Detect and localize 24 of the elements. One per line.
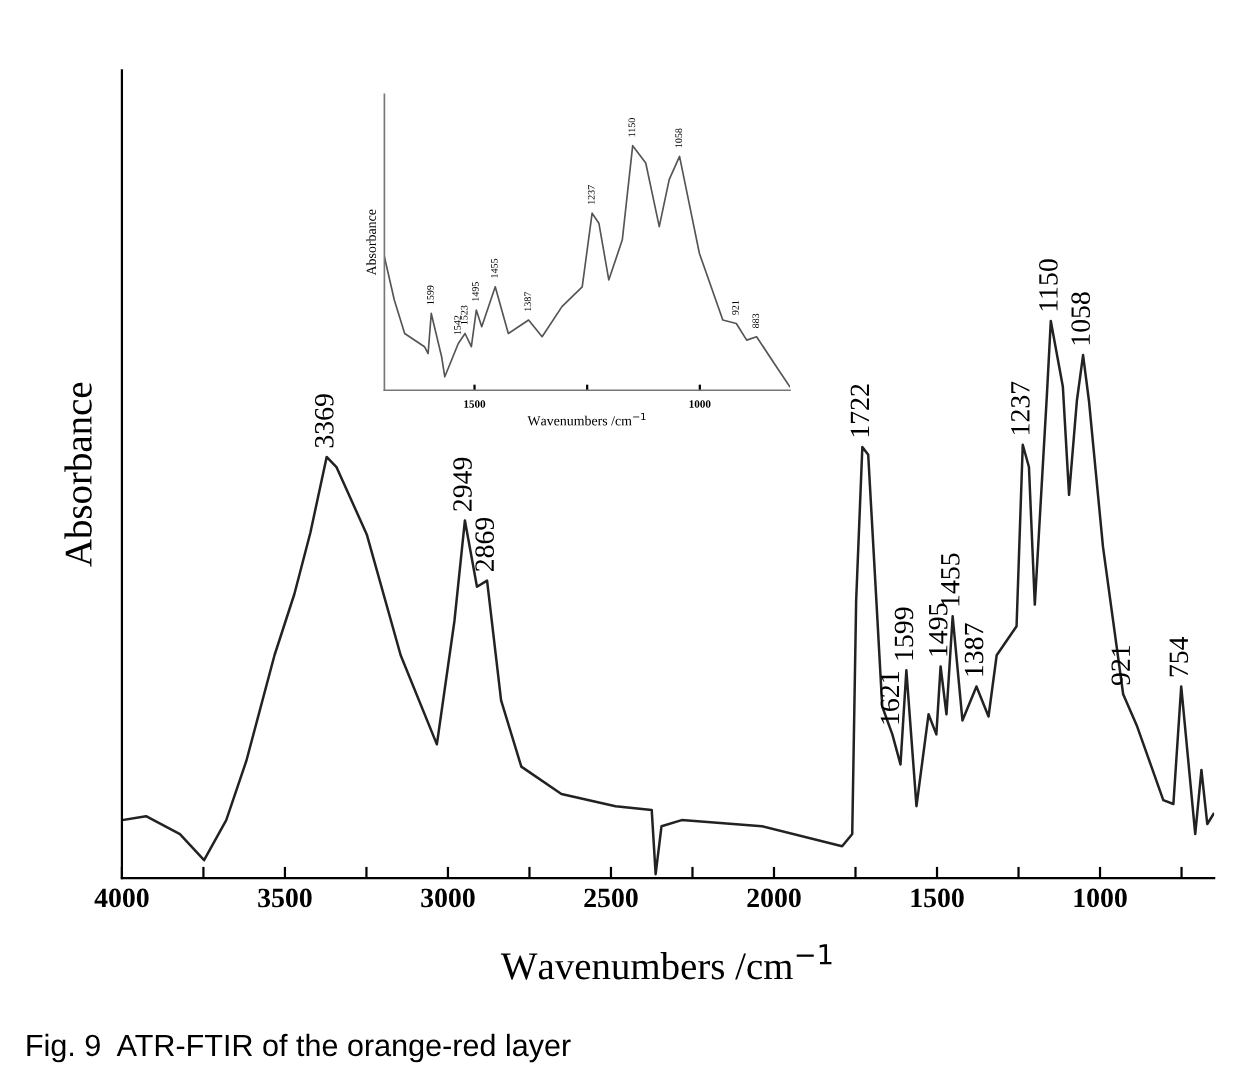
x-tick-label: 2500 xyxy=(584,888,638,908)
annotation: 3369 xyxy=(314,394,334,448)
annotation: 1495 xyxy=(928,603,948,656)
caption: Fig. 9 ATR-FTIR of the orange-red layer xyxy=(27,1033,571,1063)
x-tick-label: 1000 xyxy=(1074,888,1127,908)
annotation: 1237 xyxy=(1011,381,1030,434)
annotation: 1058 xyxy=(1071,292,1091,345)
annotation: 1150 xyxy=(1039,259,1058,311)
annotation: 2869 xyxy=(475,517,495,572)
annotation: 1621 xyxy=(880,672,900,724)
y-axis-title: Absorbance xyxy=(64,382,92,567)
x-tick-label: 3500 xyxy=(258,888,312,908)
annotation: 1387 xyxy=(964,623,984,676)
annotation: 1722 xyxy=(850,384,870,437)
x-tick-label: 1500 xyxy=(911,888,964,908)
x-tick-label: 2000 xyxy=(747,888,801,908)
annotation: 754 xyxy=(1169,636,1189,677)
x-tick-label: 3000 xyxy=(421,888,475,908)
annotation: 2949 xyxy=(453,457,472,511)
x-axis-title: Wavenumbers /cm$^{−1}$ xyxy=(500,944,832,980)
x-tick-label: 4000 xyxy=(94,888,149,908)
annotation: 1599 xyxy=(894,607,914,660)
annotation: 1455 xyxy=(941,553,960,606)
annotation: 921 xyxy=(1111,645,1131,686)
